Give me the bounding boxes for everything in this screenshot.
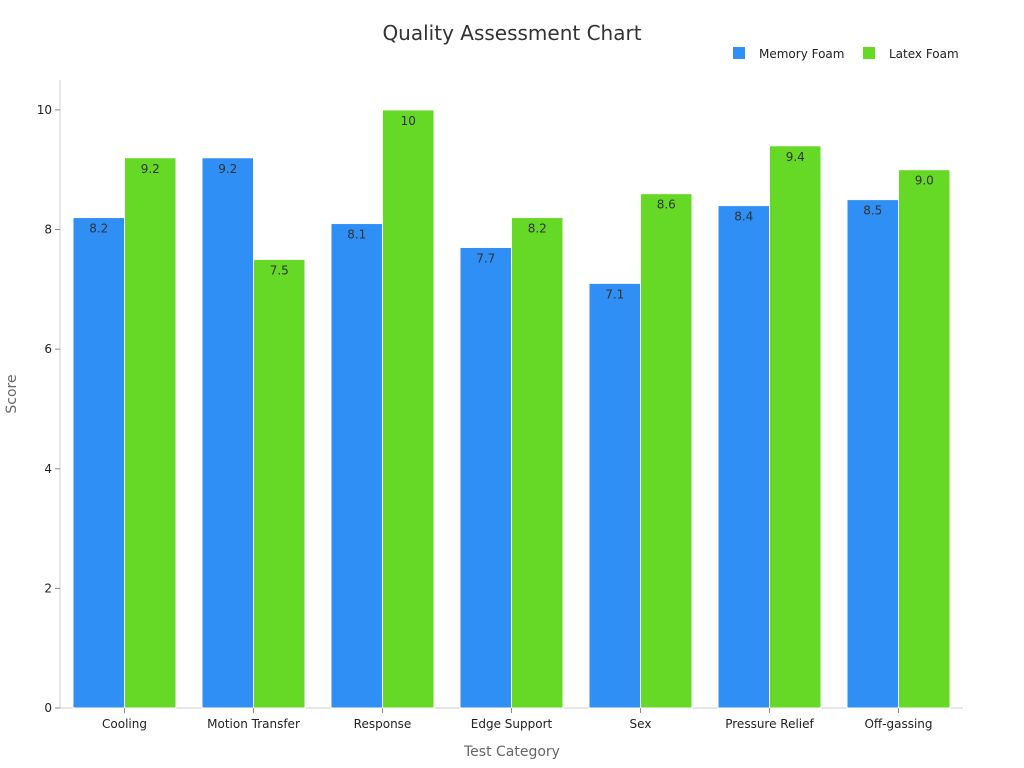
- legend-swatch-latex-foam: [863, 47, 875, 59]
- bar-latex-foam-edge-support: [511, 217, 564, 709]
- legend-label-memory-foam: Memory Foam: [759, 47, 844, 61]
- bar-latex-foam-cooling: [124, 157, 177, 709]
- bar-latex-foam-off-gassing: [898, 169, 951, 709]
- data-label: 7.1: [605, 287, 624, 301]
- y-tick-label: 8: [44, 223, 52, 237]
- y-axis-label: Score: [4, 374, 20, 413]
- bar-memory-foam-cooling: [72, 217, 125, 709]
- bar-memory-foam-edge-support: [459, 246, 512, 709]
- bar-memory-foam-response: [330, 223, 383, 709]
- x-tick-label: Cooling: [102, 717, 147, 731]
- bar-memory-foam-sex: [588, 282, 641, 709]
- y-tick-label: 0: [44, 701, 52, 715]
- data-label: 9.2: [218, 162, 237, 176]
- x-axis-label: Test Category: [463, 744, 560, 760]
- data-label: 8.4: [734, 210, 753, 224]
- x-tick-label: Off-gassing: [864, 717, 932, 731]
- data-label: 10: [401, 114, 416, 128]
- data-label: 8.6: [657, 198, 676, 212]
- data-label: 9.0: [915, 174, 934, 188]
- bar-memory-foam-motion-transfer: [201, 157, 254, 709]
- x-axis-ticks: Cooling Motion Transfer Response Edge Suppo…: [102, 708, 933, 731]
- data-label: 7.5: [270, 263, 289, 277]
- x-tick-label: Edge Support: [471, 717, 553, 731]
- legend: Memory Foam Latex Foam: [733, 47, 959, 61]
- data-label: 8.2: [528, 222, 547, 236]
- x-tick-label: Response: [354, 717, 412, 731]
- bar-latex-foam-pressure-relief: [769, 145, 822, 709]
- data-label: 9.2: [141, 162, 160, 176]
- bar-memory-foam-off-gassing: [846, 199, 899, 709]
- chart-title: Quality Assessment Chart: [382, 21, 641, 45]
- bar-latex-foam-sex: [640, 193, 693, 709]
- y-tick-label: 6: [44, 342, 52, 356]
- y-axis-ticks: 0 2 4 6 8 10: [37, 103, 60, 715]
- data-label: 8.5: [863, 204, 882, 218]
- x-tick-label: Pressure Relief: [725, 717, 814, 731]
- data-label: 8.1: [347, 228, 366, 242]
- bar-latex-foam-response: [382, 109, 435, 709]
- data-label: 8.2: [89, 222, 108, 236]
- y-tick-label: 2: [44, 581, 52, 595]
- data-label: 9.4: [786, 150, 805, 164]
- y-tick-label: 10: [37, 103, 52, 117]
- bar-latex-foam-motion-transfer: [253, 258, 306, 709]
- y-tick-label: 4: [44, 462, 52, 476]
- legend-swatch-memory-foam: [733, 47, 745, 59]
- data-label: 7.7: [476, 251, 495, 265]
- legend-label-latex-foam: Latex Foam: [889, 47, 959, 61]
- x-tick-label: Motion Transfer: [207, 717, 300, 731]
- x-tick-label: Sex: [630, 717, 652, 731]
- bars: [72, 109, 951, 709]
- data-labels: 8.2 9.2 9.2 7.5 8.1 10 7.7 8.2 7.1 8.6 8.4 9.4 8.5 9.…: [89, 114, 934, 301]
- bar-memory-foam-pressure-relief: [717, 205, 770, 709]
